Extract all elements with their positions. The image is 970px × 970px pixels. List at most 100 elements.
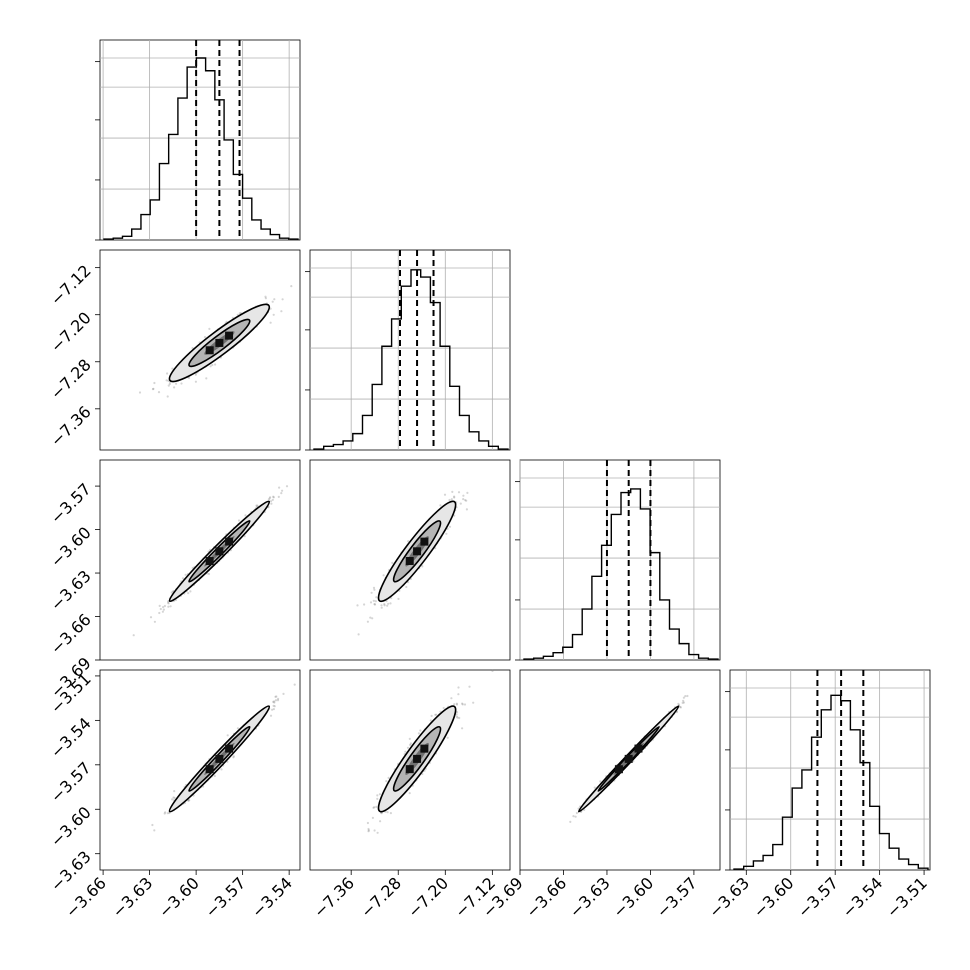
density-peak <box>413 547 422 556</box>
scatter-point <box>158 611 161 615</box>
scatter-point <box>682 701 686 704</box>
panel-frame <box>309 249 511 451</box>
density-peak <box>614 765 623 774</box>
scatter-point <box>373 603 377 606</box>
scatter-point <box>162 606 165 609</box>
scatter-point <box>406 746 410 749</box>
scatter-point <box>407 540 410 543</box>
scatter-point <box>166 812 169 815</box>
density-peak <box>624 754 633 763</box>
scatter-point <box>269 307 272 310</box>
scatter-point <box>371 816 374 820</box>
density-peak <box>405 765 414 774</box>
scatter-point <box>367 829 370 832</box>
scatter-point <box>138 391 142 394</box>
scatter-point <box>153 829 156 832</box>
y-tick-label: −3.57 <box>47 479 95 527</box>
scatter-point <box>208 327 211 330</box>
scatter-point <box>226 734 229 737</box>
scatter-point <box>278 486 281 489</box>
x-tick-label: −3.51 <box>883 873 931 921</box>
scatter-point <box>446 736 449 739</box>
y-tick-label: −7.12 <box>47 261 95 309</box>
y-tick-label: −7.36 <box>47 402 95 450</box>
scatter-point <box>448 498 451 502</box>
scatter-point <box>272 495 275 498</box>
scatter-point <box>165 379 168 382</box>
scatter-point <box>173 386 176 389</box>
scatter-point <box>272 496 275 499</box>
scatter-point <box>439 504 442 507</box>
scatter-point <box>272 704 275 707</box>
density-peak <box>205 346 214 355</box>
scatter-point <box>574 815 577 818</box>
scatter-point <box>367 827 370 831</box>
scatter-point <box>391 561 394 565</box>
histogram-step <box>313 269 509 450</box>
density-peak <box>420 744 429 753</box>
scatter-point <box>167 379 170 382</box>
scatter-point <box>442 706 445 710</box>
scatter-point <box>450 697 453 700</box>
scatter-point <box>293 683 296 686</box>
scatter-point <box>271 498 274 501</box>
scatter-point <box>459 502 462 505</box>
scatter-point <box>269 500 273 503</box>
scatter-panel-0-2 <box>99 459 301 661</box>
y-tick-label: −3.54 <box>47 714 95 762</box>
scatter-point <box>172 796 175 799</box>
scatter-point <box>281 298 284 301</box>
scatter-point <box>153 620 156 623</box>
x-tick-label: −3.66 <box>522 873 570 921</box>
histogram-panel-0 <box>95 39 301 241</box>
scatter-point <box>373 588 376 591</box>
scatter-point <box>187 592 190 595</box>
scatter-point <box>376 797 379 801</box>
scatter-point <box>270 502 273 505</box>
scatter-point <box>453 495 456 498</box>
scatter-point <box>417 732 420 735</box>
scatter-point <box>404 750 407 753</box>
panel-frame <box>99 459 301 661</box>
scatter-point <box>372 806 375 809</box>
panel-frame <box>99 39 301 241</box>
scatter-point <box>205 377 208 380</box>
scatter-point <box>363 603 366 606</box>
y-tick-label: −3.60 <box>47 523 95 571</box>
scatter-point <box>366 620 369 623</box>
scatter-point <box>468 685 471 688</box>
scatter-point <box>429 719 432 722</box>
scatter-point <box>455 703 459 706</box>
scatter-panel-1-3 <box>309 669 511 871</box>
scatter-point <box>373 829 376 832</box>
scatter-panel-0-3 <box>99 669 301 871</box>
scatter-point <box>162 608 165 611</box>
scatter-point <box>132 634 135 637</box>
scatter-point <box>681 701 684 705</box>
scatter-point <box>213 774 216 778</box>
scatter-point <box>380 604 383 607</box>
scatter-point <box>682 696 686 699</box>
scatter-point <box>405 585 408 589</box>
scatter-point <box>461 702 464 705</box>
histogram-step <box>103 57 299 240</box>
scatter-point <box>455 702 458 705</box>
scatter-point <box>357 633 360 636</box>
scatter-point <box>280 310 283 313</box>
scatter-point <box>448 525 452 528</box>
scatter-point <box>209 365 212 368</box>
scatter-point <box>677 702 680 705</box>
scatter-point <box>463 703 467 706</box>
scatter-point <box>455 715 458 718</box>
scatter-point <box>464 499 467 502</box>
scatter-point <box>375 805 378 809</box>
scatter-point <box>472 701 475 704</box>
scatter-point <box>430 714 433 718</box>
scatter-point <box>290 285 293 288</box>
scatter-point <box>379 820 382 823</box>
scatter-point <box>409 743 412 747</box>
x-tick-label: −3.54 <box>248 873 296 921</box>
scatter-point <box>170 591 173 594</box>
scatter-point <box>445 532 448 535</box>
